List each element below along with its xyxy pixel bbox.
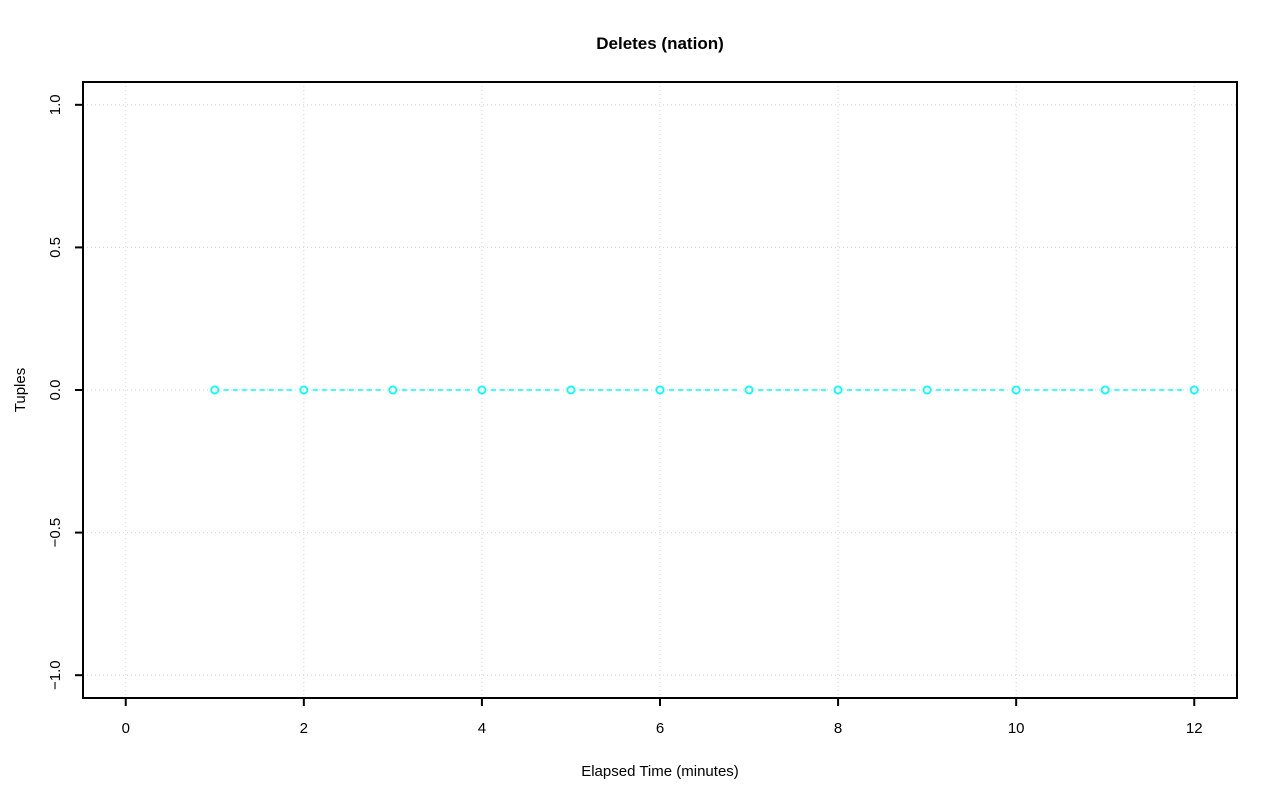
data-point bbox=[655, 385, 665, 395]
data-series bbox=[210, 385, 1199, 395]
axes: 0 2 4 6 8 10 12 −1.0 −0.5 0.0 0.5 1.0 bbox=[47, 81, 1238, 737]
x-tick-label: 2 bbox=[300, 720, 308, 737]
x-axis-label: Elapsed Time (minutes) bbox=[581, 763, 739, 780]
y-axis-label: Tuples bbox=[12, 368, 29, 412]
data-point bbox=[210, 385, 220, 395]
data-point bbox=[1189, 385, 1199, 395]
data-point bbox=[922, 385, 932, 395]
data-point bbox=[1100, 385, 1110, 395]
x-tick-label: 6 bbox=[656, 720, 664, 737]
data-point bbox=[566, 385, 576, 395]
y-tick-label: −1.0 bbox=[47, 660, 64, 690]
data-point bbox=[299, 385, 309, 395]
x-tick-label: 10 bbox=[1008, 720, 1025, 737]
x-tick-label: 12 bbox=[1186, 720, 1203, 737]
data-point bbox=[1011, 385, 1021, 395]
data-point bbox=[744, 385, 754, 395]
grid bbox=[83, 82, 1237, 698]
x-tick-label: 0 bbox=[122, 720, 130, 737]
data-point bbox=[388, 385, 398, 395]
y-tick-label: −0.5 bbox=[47, 518, 64, 548]
x-tick-label: 8 bbox=[834, 720, 842, 737]
chart-title: Deletes (nation) bbox=[596, 34, 724, 53]
y-tick-label: 0.5 bbox=[47, 237, 64, 258]
data-point bbox=[477, 385, 487, 395]
y-tick-label: 0.0 bbox=[47, 380, 64, 401]
data-point bbox=[833, 385, 843, 395]
x-tick-label: 4 bbox=[478, 720, 486, 737]
y-tick-label: 1.0 bbox=[47, 94, 64, 115]
